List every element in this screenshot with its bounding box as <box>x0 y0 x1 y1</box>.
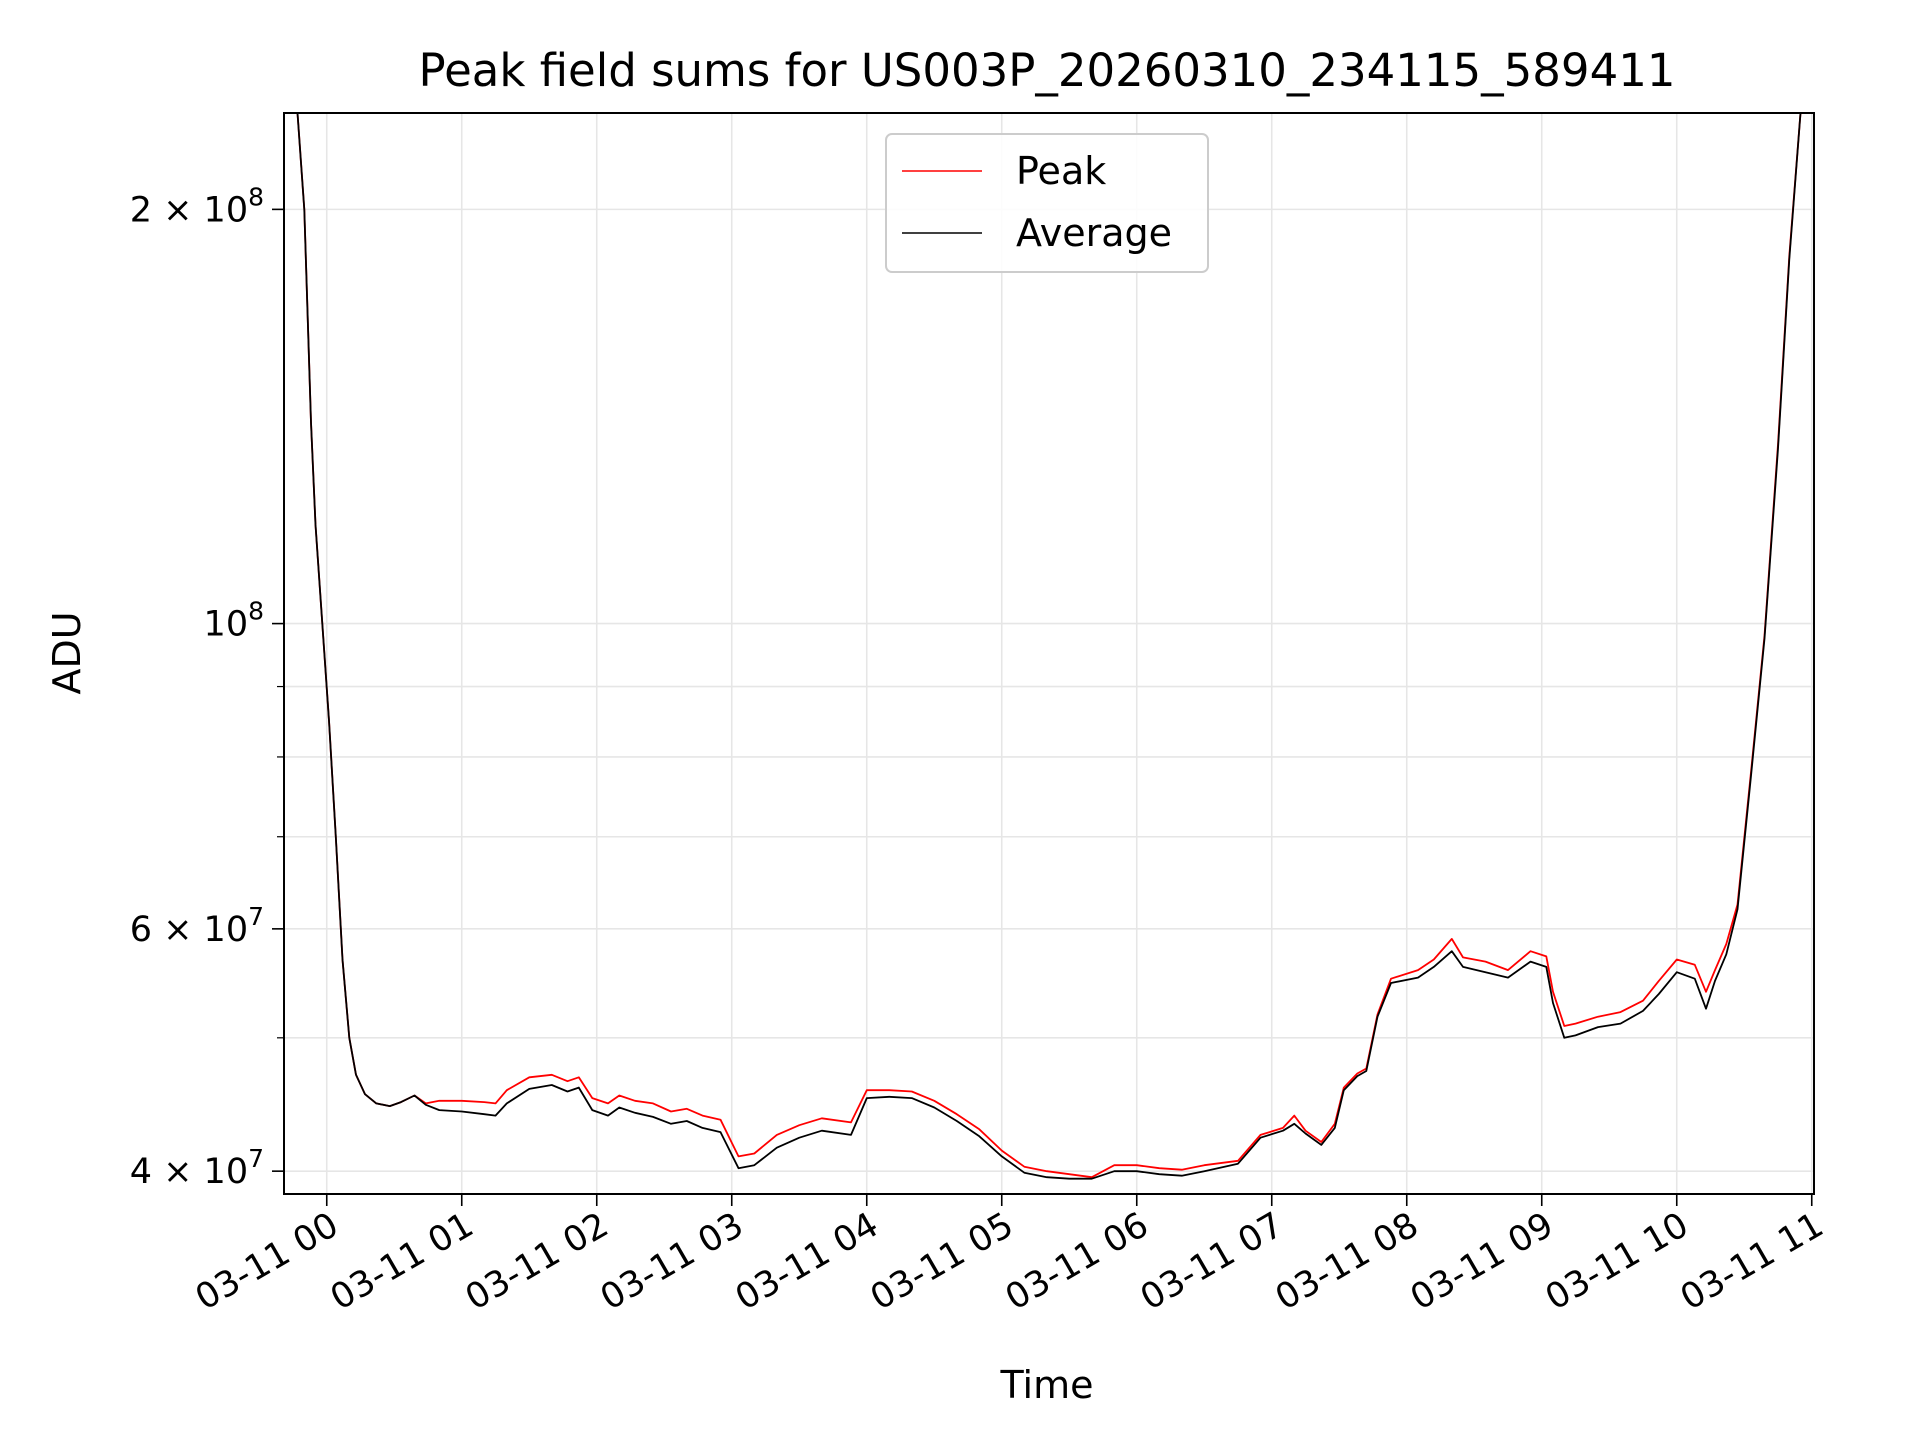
x-axis-label: Time <box>1000 1363 1094 1407</box>
y-tick-exponent: 8 <box>248 182 264 211</box>
y-tick-mantissa: 4 × 10 <box>130 1152 248 1192</box>
plot-frame <box>283 112 1815 1195</box>
y-tick-label: 4 × 107 <box>130 1144 264 1192</box>
legend-label-average: Average <box>1016 211 1172 255</box>
legend[interactable]: Peak Average <box>885 133 1209 273</box>
series-line-peak <box>296 113 1802 1179</box>
y-tick-exponent: 8 <box>248 597 264 626</box>
grid-layer <box>284 113 1814 1194</box>
series-layer <box>296 113 1802 1180</box>
series-line-average <box>296 113 1802 1180</box>
y-tick-label: 6 × 107 <box>130 902 264 950</box>
y-tick-mantissa: 6 × 10 <box>130 910 248 950</box>
y-tick-label: 108 <box>204 597 264 645</box>
legend-box <box>885 133 1209 273</box>
y-axis-label: ADU <box>45 611 89 694</box>
y-tick-exponent: 7 <box>248 1144 264 1173</box>
y-tick-mantissa: 2 × 10 <box>130 190 248 230</box>
chart-title: Peak field sums for US003P_20260310_2341… <box>419 44 1676 97</box>
y-tick-label: 2 × 108 <box>130 182 264 230</box>
y-tick-exponent: 7 <box>248 902 264 931</box>
legend-label-peak: Peak <box>1016 149 1106 193</box>
y-tick-base: 10 <box>204 605 249 645</box>
